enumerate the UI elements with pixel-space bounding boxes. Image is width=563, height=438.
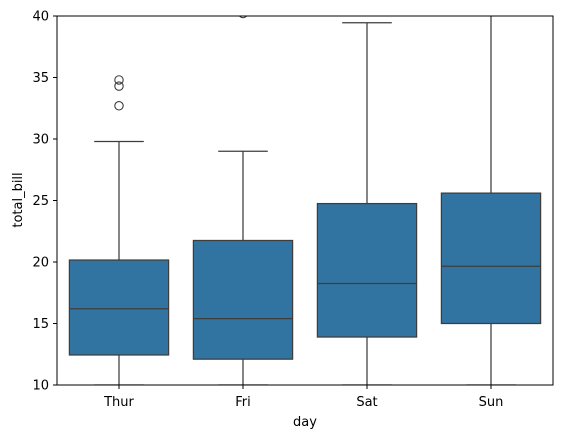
box-group-fri (192, 16, 294, 385)
y-axis-label: total_bill (11, 172, 26, 227)
y-tick-label: 20 (32, 256, 49, 271)
outlier-point (114, 81, 124, 91)
y-tick-label: 10 (32, 379, 49, 394)
y-tick-label: 30 (32, 133, 49, 148)
x-tick-label: Thur (103, 395, 134, 410)
y-tick-label: 35 (32, 71, 49, 86)
y-tick-label: 25 (32, 194, 49, 209)
iqr-box (440, 192, 542, 325)
box-group-sun (440, 16, 542, 385)
y-tick-label: 15 (32, 317, 49, 332)
outlier-point (114, 101, 124, 111)
outlier-point (238, 16, 248, 19)
axes-layer: 10 15 20 25 30 35 40 Thur Fri Sat Sun (32, 10, 554, 410)
box-group-thur (68, 75, 170, 385)
iqr-box (192, 239, 294, 360)
outlier-point (114, 75, 124, 85)
x-tick-label: Fri (235, 395, 251, 410)
iqr-box (68, 259, 170, 356)
box-group-sat (316, 22, 418, 385)
boxes-layer (68, 16, 542, 385)
y-tick-label: 40 (32, 10, 49, 25)
x-axis-label: day (293, 415, 317, 430)
iqr-box (316, 202, 418, 338)
x-tick-label: Sat (356, 395, 377, 410)
x-tick-label: Sun (479, 395, 504, 410)
